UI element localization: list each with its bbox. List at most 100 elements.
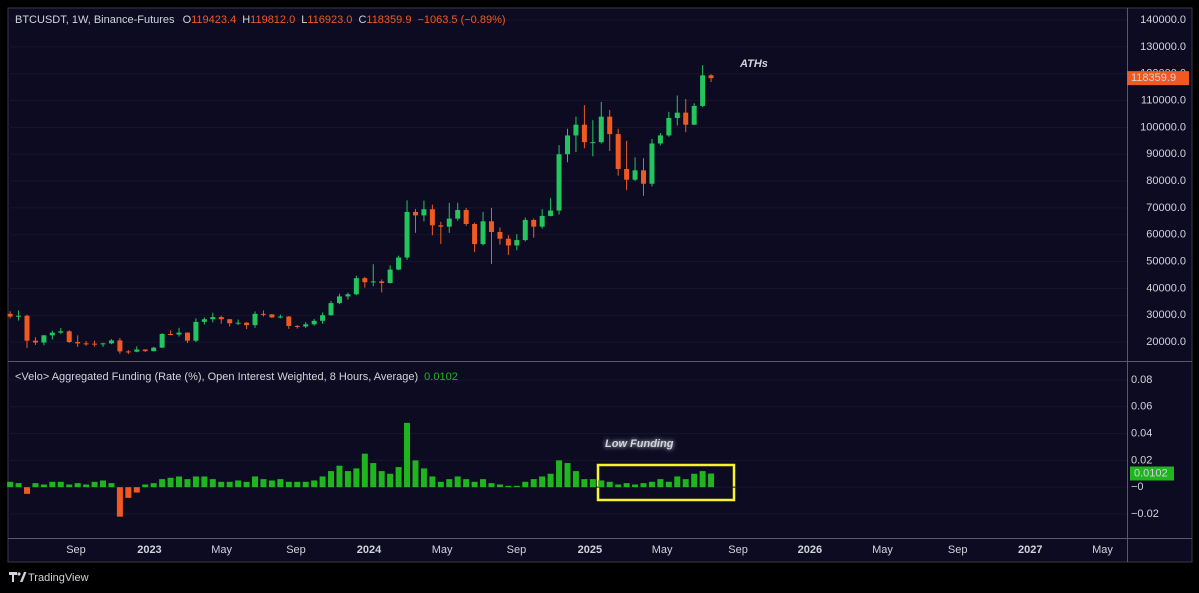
candle-body [615, 134, 621, 169]
candle-body [683, 112, 689, 125]
candle-body [641, 170, 647, 184]
funding-bar [547, 473, 554, 488]
brand: TradingView [28, 572, 89, 584]
funding-bar [108, 483, 115, 488]
candle-body [345, 294, 351, 297]
funding-bar [454, 476, 461, 488]
candle-body [657, 135, 663, 144]
funding-bar [302, 481, 309, 488]
funding-bar [496, 484, 503, 488]
candle-body [260, 313, 266, 315]
funding-bar [556, 460, 563, 488]
ohlc-letter: L [301, 14, 307, 26]
candle-body [83, 343, 89, 345]
candle-body [539, 215, 545, 227]
candle-body [320, 315, 326, 321]
value-tag-label: 0.0102 [1134, 467, 1168, 479]
candle-body [227, 319, 233, 324]
funding-bar [226, 481, 233, 488]
candle-body [455, 210, 461, 219]
x-tick-label: Sep [507, 544, 527, 556]
funding-bar [159, 479, 166, 488]
funding-bar [682, 479, 689, 488]
funding-bar [243, 481, 250, 488]
y-tick-label: 30000.0 [1146, 309, 1186, 321]
candle-body [404, 211, 410, 258]
funding-bar [572, 471, 579, 488]
candle-body [666, 118, 672, 136]
y-tick-label: 50000.0 [1146, 255, 1186, 267]
funding-bar [387, 473, 394, 488]
x-tick-label: Sep [728, 544, 748, 556]
candle-body [649, 143, 655, 184]
x-tick-label: 2023 [137, 544, 161, 556]
funding-bar [150, 483, 157, 488]
ohlc-value: 116923.0 [307, 14, 352, 26]
funding-bar [708, 473, 715, 488]
candle-body [463, 210, 469, 224]
candle-body [24, 315, 30, 341]
candle-body [252, 313, 258, 326]
x-tick-label: 2024 [357, 544, 382, 556]
candle-body [134, 349, 140, 352]
candle-body [184, 332, 190, 341]
candle-body [514, 240, 520, 246]
y-tick-label: 130000.0 [1140, 41, 1186, 53]
candle-body [92, 343, 98, 345]
funding-bar [235, 480, 242, 488]
highlight-box [596, 463, 736, 502]
funding-bar [176, 476, 183, 488]
price-tag [1127, 71, 1189, 86]
funding-bar [285, 481, 292, 488]
candle-body [387, 269, 393, 283]
candle-body [142, 349, 148, 352]
y-tick-label: 0.08 [1131, 374, 1152, 386]
candle-body [151, 347, 157, 352]
candle-body [438, 225, 444, 227]
candle-body [598, 116, 604, 143]
funding-bar [640, 483, 647, 488]
x-tick-label: Sep [286, 544, 306, 556]
y-tick-label: 110000.0 [1141, 94, 1186, 106]
y-tick-label: 100000.0 [1140, 121, 1186, 133]
funding-bar [378, 471, 385, 488]
candle-body [286, 316, 292, 326]
funding-bar [395, 467, 402, 488]
ohlc-value: 119812.0 [250, 14, 295, 26]
price-tag-label: 118359.9 [1131, 72, 1176, 84]
candle-body [505, 238, 511, 246]
candle-body [488, 221, 494, 233]
candle-body [311, 320, 317, 325]
candle-body [522, 219, 528, 241]
funding-bar [674, 476, 681, 488]
funding-bar [623, 483, 630, 488]
y-tick-label: 40000.0 [1146, 282, 1186, 294]
candle-body [328, 303, 334, 316]
funding-bar [513, 485, 520, 488]
funding-bar [522, 481, 529, 488]
y-tick-label: −0.02 [1131, 508, 1159, 520]
funding-bar [116, 487, 123, 517]
funding-bar [691, 473, 698, 488]
candle-body [303, 324, 309, 327]
funding-bar [167, 477, 174, 488]
funding-bar [311, 480, 318, 488]
funding-bar [353, 468, 360, 488]
funding-bar [268, 480, 275, 488]
funding-bar [91, 481, 98, 488]
funding-bar [370, 463, 377, 488]
funding-bar [420, 468, 427, 488]
x-tick-label: May [872, 544, 893, 556]
funding-bar [539, 476, 546, 488]
change: −1063.5 (−0.89%) [417, 14, 505, 26]
funding-bar [564, 463, 571, 488]
legend-header: BTCUSDT, 1W, Binance-Futures O119423.4 H11… [15, 14, 506, 26]
candle-body [277, 316, 283, 318]
funding-bar [505, 485, 512, 488]
candle-body [49, 332, 55, 336]
x-tick-label: 2025 [578, 544, 602, 556]
funding-bar [100, 480, 107, 488]
chart-frame [7, 7, 1193, 563]
funding-bar [218, 481, 225, 488]
candle-body [565, 135, 570, 155]
